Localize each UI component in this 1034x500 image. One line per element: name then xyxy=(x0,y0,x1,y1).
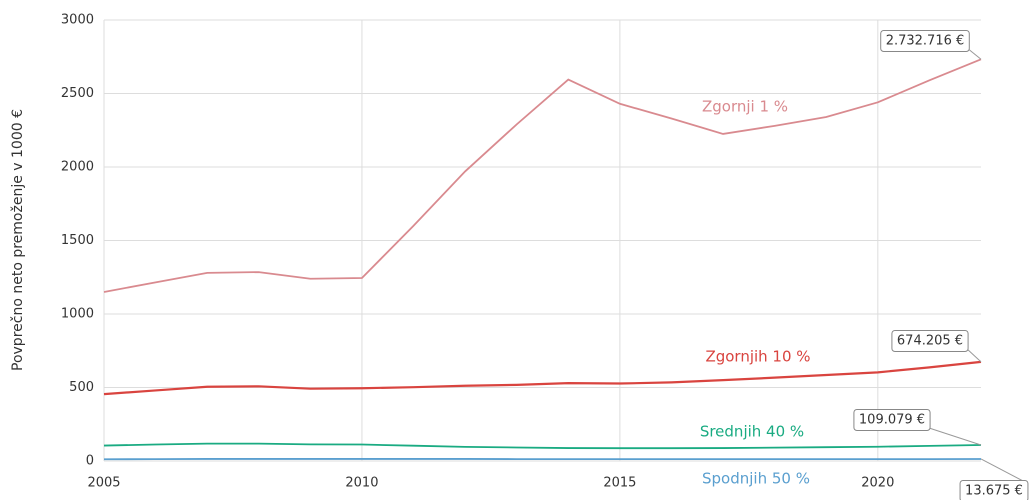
value-label-box xyxy=(891,330,969,352)
series-label: Zgornjih 10 % xyxy=(705,348,810,366)
value-label-text: 109.079 € xyxy=(859,413,925,428)
y-tick-label: 2500 xyxy=(61,86,94,101)
series-label: Srednjih 40 % xyxy=(700,423,804,441)
value-label-box xyxy=(853,409,931,431)
value-label-text: 2.732.716 € xyxy=(886,34,965,49)
leader-line xyxy=(966,348,982,363)
series-label: Spodnjih 50 % xyxy=(702,470,810,488)
value-label: 109.079 € xyxy=(853,409,982,446)
y-tick-label: 1000 xyxy=(61,307,94,322)
x-tick-label: 2010 xyxy=(345,476,378,491)
series-line xyxy=(103,442,982,450)
value-label: 13.675 € xyxy=(959,458,1029,500)
value-label-box xyxy=(959,480,1029,500)
leader-line xyxy=(967,48,982,60)
y-tick-label: 0 xyxy=(86,454,94,469)
series-line xyxy=(103,58,982,293)
y-tick-label: 1500 xyxy=(61,233,94,248)
series-line xyxy=(103,360,982,396)
series-label: Zgornji 1 % xyxy=(702,98,788,116)
y-tick-label: 500 xyxy=(69,380,94,395)
value-label: 2.732.716 € xyxy=(880,30,982,60)
leader-line xyxy=(928,427,982,446)
value-label-text: 674.205 € xyxy=(897,334,963,349)
x-tick-label: 2005 xyxy=(87,476,120,491)
x-tick-label: 2020 xyxy=(861,476,894,491)
y-tick-label: 2000 xyxy=(61,160,94,175)
y-tick-label: 3000 xyxy=(61,13,94,28)
value-label-text: 13.675 € xyxy=(965,484,1023,499)
leader-line xyxy=(980,458,1028,484)
value-label-box xyxy=(880,30,970,52)
value-label: 674.205 € xyxy=(891,330,982,363)
y-axis-label: Povprečno neto premoženje v 1000 € xyxy=(10,109,26,371)
x-tick-label: 2015 xyxy=(603,476,636,491)
